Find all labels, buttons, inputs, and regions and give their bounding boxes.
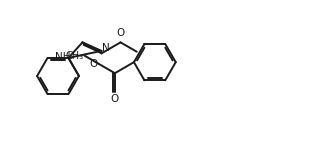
Text: N: N xyxy=(102,43,110,53)
Text: O: O xyxy=(116,28,125,38)
Text: CH₃: CH₃ xyxy=(65,51,84,60)
Text: NH: NH xyxy=(55,52,71,62)
Text: O: O xyxy=(111,94,119,104)
Text: O: O xyxy=(89,59,97,69)
